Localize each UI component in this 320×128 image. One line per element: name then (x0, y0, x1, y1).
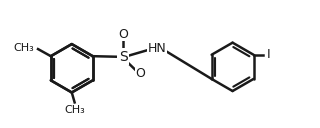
Text: HN: HN (148, 42, 166, 55)
Text: O: O (118, 28, 128, 41)
Text: CH₃: CH₃ (64, 105, 85, 115)
Text: CH₃: CH₃ (13, 43, 34, 53)
Text: O: O (135, 67, 145, 81)
Text: I: I (266, 48, 270, 61)
Text: S: S (119, 50, 127, 64)
